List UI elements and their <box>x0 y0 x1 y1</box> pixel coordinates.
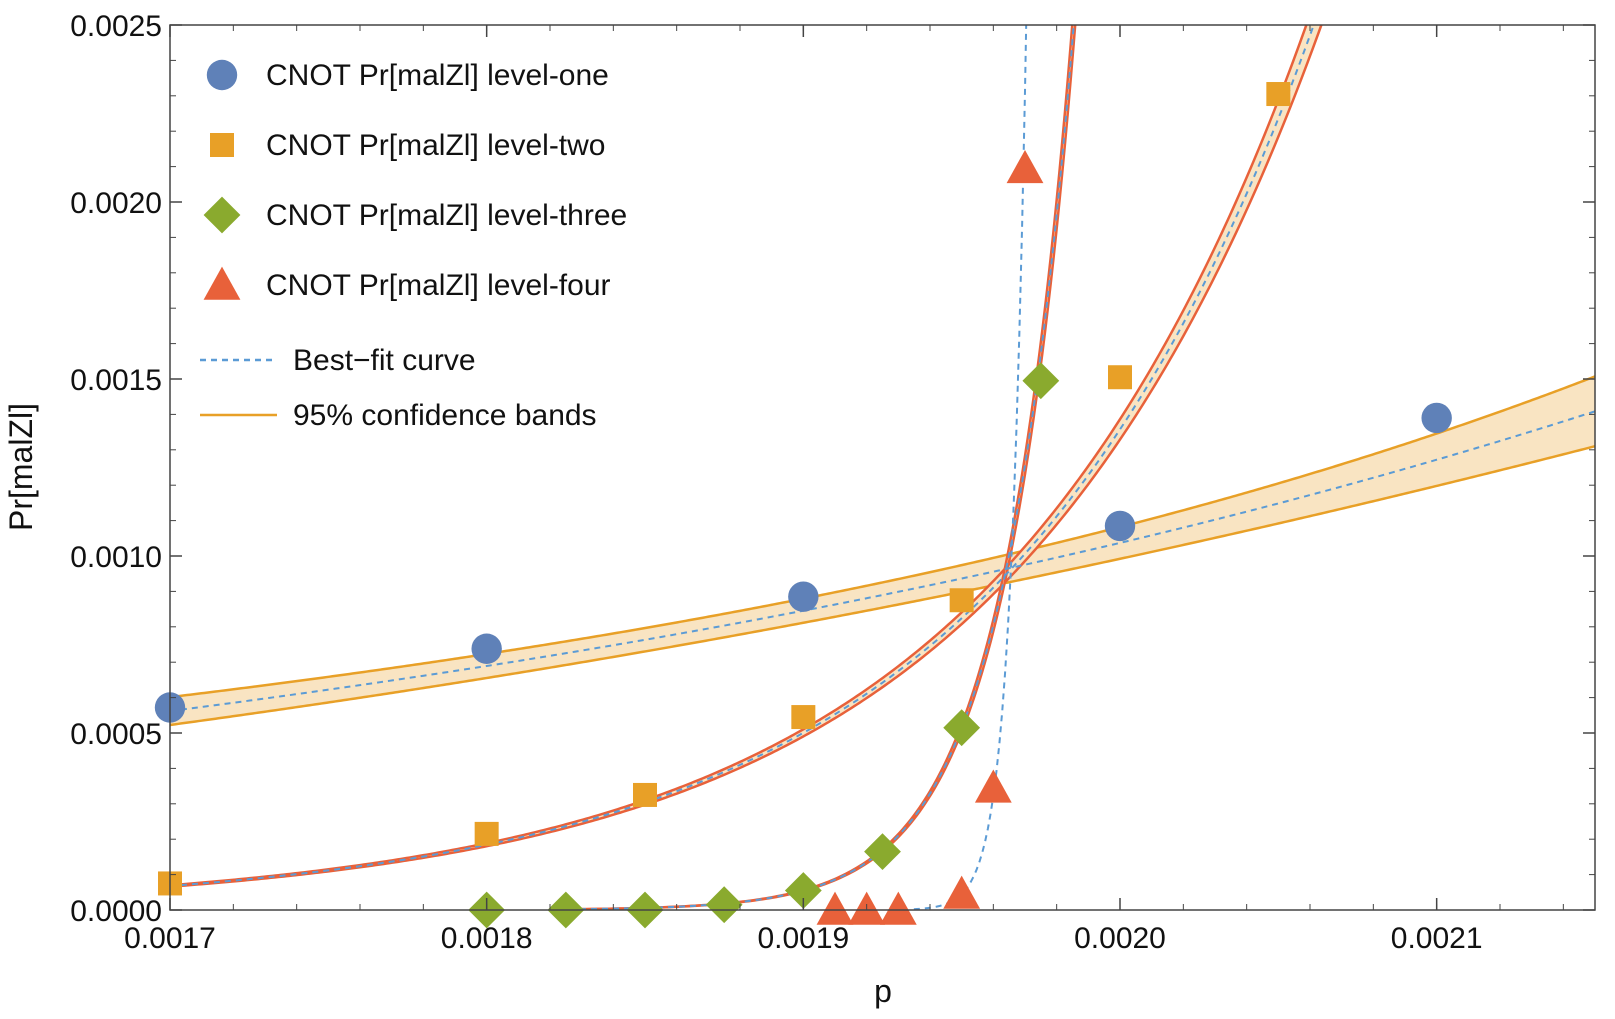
data-point-diamond <box>864 833 901 870</box>
confidence-band-upper <box>170 375 1595 699</box>
data-point-triangle <box>1006 149 1044 184</box>
legend-marker-diamond <box>203 196 241 234</box>
legend-label: CNOT Pr[malZl] level-four <box>266 269 611 302</box>
data-point-triangle <box>943 875 981 909</box>
legend-label: CNOT Pr[malZl] level-two <box>266 129 606 162</box>
data-point-circle <box>471 633 502 664</box>
data-point-circle <box>1104 510 1136 542</box>
data-point-circle <box>788 581 819 612</box>
y-tick-label: 0.0025 <box>70 10 162 43</box>
y-tick-label: 0.0020 <box>70 187 162 220</box>
y-tick-label: 0.0000 <box>70 895 162 928</box>
legend-label: CNOT Pr[malZl] level-one <box>266 59 609 92</box>
axis-ticks <box>169 24 1595 911</box>
tick-labels: 0.0017 0.0018 0.0019 0.0020 0.0021 0.0000 0.00… <box>70 10 1482 955</box>
y-tick-label: 0.0005 <box>70 718 162 751</box>
best-fit-curves <box>170 25 1595 910</box>
best-fit-curve <box>170 25 1315 887</box>
x-tick-label: 0.0020 <box>1074 922 1166 955</box>
x-tick-label: 0.0019 <box>757 922 849 955</box>
legend-marker-circle <box>206 59 238 91</box>
best-fit-curve <box>170 410 1595 713</box>
confidence-band-fill <box>170 376 1595 725</box>
data-point-diamond <box>705 886 743 924</box>
data-point-triangle <box>816 891 854 925</box>
data-point-square <box>474 821 499 846</box>
data-point-triangle <box>974 769 1012 803</box>
data-point-diamond <box>1022 362 1060 400</box>
legend-band-label: 95% confidence bands <box>293 399 597 432</box>
legend: CNOT Pr[malZl] level-one CNOT Pr[malZl] l… <box>200 59 627 432</box>
legend-marker-triangle <box>203 266 241 300</box>
data-markers <box>154 82 1452 929</box>
data-point-square <box>791 705 816 730</box>
y-tick-label: 0.0010 <box>70 541 162 574</box>
best-fit-curve <box>913 25 1028 910</box>
data-point-diamond <box>943 709 981 747</box>
data-point-square <box>633 782 657 807</box>
data-point-diamond <box>784 872 822 909</box>
x-tick-label: 0.0017 <box>124 922 216 955</box>
confidence-band-lower <box>170 445 1595 727</box>
y-tick-label: 0.0015 <box>70 364 162 397</box>
data-point-triangle <box>879 891 917 925</box>
x-axis-title: p <box>874 973 892 1009</box>
plot-frame <box>169 24 1596 911</box>
data-point-circle <box>1421 402 1452 434</box>
legend-marker-square <box>210 133 234 157</box>
legend-fit-label: Best−fit curve <box>293 344 476 377</box>
x-tick-label: 0.0021 <box>1391 922 1483 955</box>
legend-label: CNOT Pr[malZl] level-three <box>266 199 627 232</box>
data-point-square <box>1266 82 1291 107</box>
confidence-band-upper <box>170 25 1308 887</box>
x-tick-label: 0.0018 <box>441 922 533 955</box>
data-point-square <box>949 588 974 613</box>
confidence-band-lower <box>170 25 1323 888</box>
data-point-square <box>1108 365 1132 390</box>
y-axis-title: Pr[malZl] <box>3 403 39 531</box>
